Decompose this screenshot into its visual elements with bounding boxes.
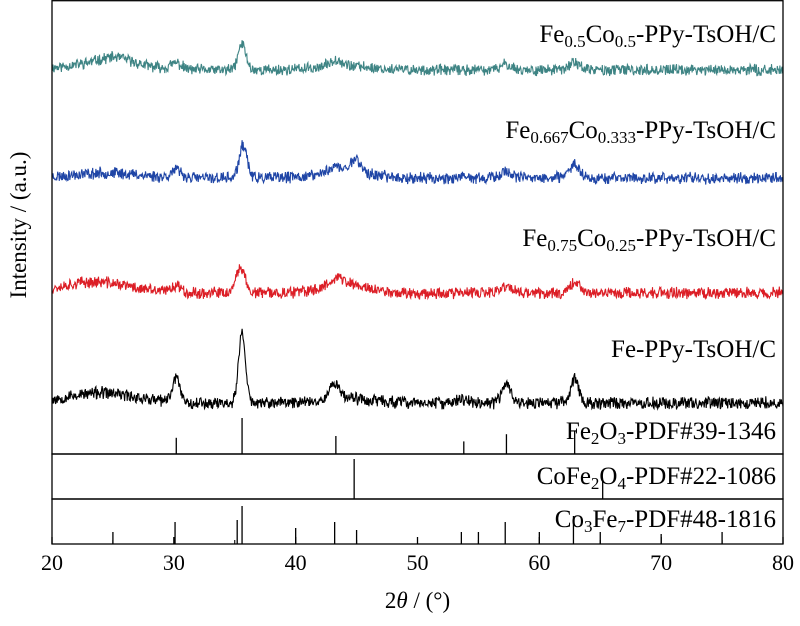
reference-pattern-2 [353,459,604,499]
series-label-4: Fe-PPy-TsOH/C [611,336,776,363]
reference-panels: Fe2O3-PDF#39-1346 CoFe2O4-PDF#22-1086 Co3F… [112,418,776,544]
reference-label-3: Co3Fe7-PDF#48-1816 [555,506,776,536]
x-tick-label: 40 [285,550,307,575]
x-tick-label: 50 [407,550,429,575]
series-line-3 [51,264,784,301]
ref-panel-co3fe7-frame [51,498,784,545]
x-tick-label: 80 [772,550,794,575]
series-label-2: Fe0.667Co0.333-PPy-TsOH/C [505,117,776,147]
reference-label-1: Fe2O3-PDF#39-1346 [566,418,776,448]
x-tick-label: 60 [528,550,550,575]
series-line-4 [51,328,784,411]
series-line-1 [51,40,784,77]
x-tick-label: 30 [163,550,185,575]
y-axis-title: Intensity / (a.u.) [6,152,31,299]
series-label-layer: Fe0.5Co0.5-PPy-TsOH/C Fe0.667Co0.333-PPy-… [505,21,776,363]
x-axis-title: 2θ / (°) [385,588,450,613]
x-axis: 20 30 40 50 60 70 80 [41,537,794,575]
series-label-1: Fe0.5Co0.5-PPy-TsOH/C [539,21,776,51]
reference-pattern-1 [175,418,576,454]
series-line-2 [51,140,784,186]
reference-label-2: CoFe2O4-PDF#22-1086 [537,463,776,493]
series-layer [51,40,784,411]
x-tick-label: 70 [650,550,672,575]
x-tick-label: 20 [41,550,63,575]
series-label-3: Fe0.75Co0.25-PPy-TsOH/C [522,225,776,255]
